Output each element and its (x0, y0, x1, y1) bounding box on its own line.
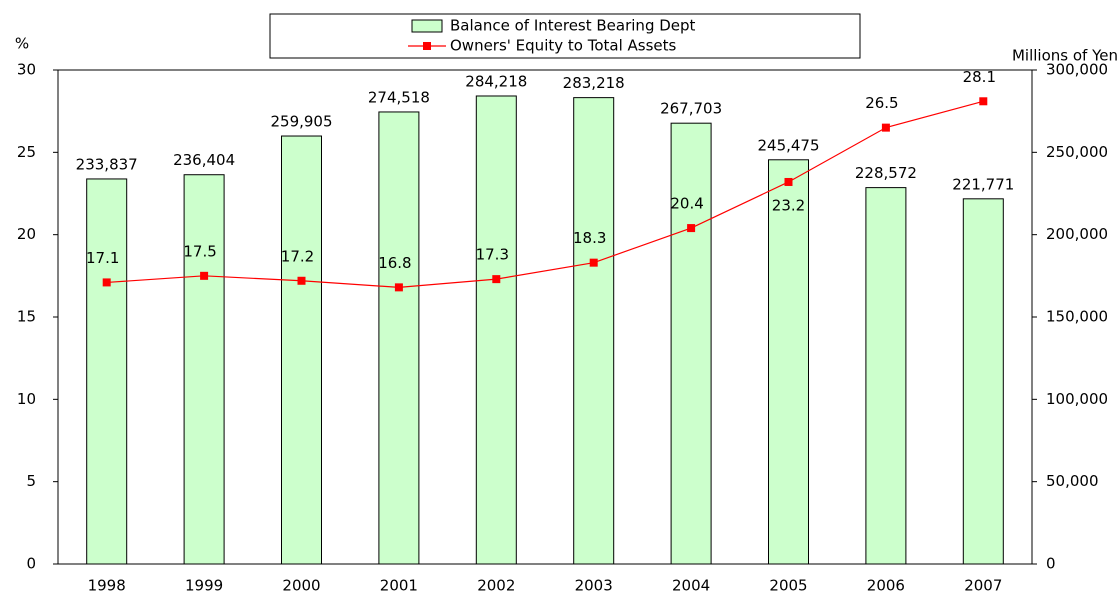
bar-value-label: 284,218 (465, 72, 527, 90)
x-tick-label: 1998 (88, 577, 126, 595)
bar (183, 174, 225, 565)
marker (297, 276, 306, 285)
legend-label: Owners' Equity to Total Assets (450, 37, 677, 55)
x-tick-label: 2005 (769, 577, 807, 595)
marker (979, 97, 988, 106)
y-tick-label: 20 (17, 225, 36, 243)
legend-label: Balance of Interest Bearing Dept (450, 17, 696, 35)
y2-tick-label: 100,000 (1046, 390, 1108, 408)
plot-area (57, 69, 1033, 565)
legend-swatch (411, 19, 443, 33)
line-value-label: 16.8 (378, 254, 411, 272)
bar-value-label: 236,404 (173, 151, 235, 169)
line-value-label: 17.2 (281, 247, 314, 265)
x-tick-label: 2000 (282, 577, 320, 595)
line-value-label: 18.3 (573, 229, 606, 247)
y-tick-label: 15 (17, 308, 36, 326)
marker (687, 224, 696, 233)
marker (102, 278, 111, 287)
x-tick-label: 2001 (380, 577, 418, 595)
y2-tick-label: 150,000 (1046, 308, 1108, 326)
bar-value-label: 228,572 (855, 164, 917, 182)
bar (768, 159, 809, 565)
line-value-label: 20.4 (670, 195, 703, 213)
x-tick-label: 2003 (575, 577, 613, 595)
line-value-label: 17.3 (476, 246, 509, 264)
y2-tick-label: 200,000 (1046, 225, 1108, 243)
bar-value-label: 221,771 (952, 175, 1014, 193)
marker (394, 283, 403, 292)
line (106, 100, 984, 288)
y-tick-label: 25 (17, 143, 36, 161)
y-tick-label: 10 (17, 390, 36, 408)
bar (962, 198, 1004, 565)
line-value-label: 17.1 (86, 249, 119, 267)
x-tick-label: 2004 (672, 577, 710, 595)
bar (281, 135, 322, 565)
marker (200, 271, 209, 280)
y2-tick-label: 0 (1046, 555, 1056, 573)
bar (86, 178, 128, 565)
x-tick-label: 2006 (867, 577, 905, 595)
marker (589, 258, 598, 267)
y-tick-label: 30 (17, 61, 36, 79)
bar (378, 111, 420, 565)
line-value-label: 26.5 (865, 94, 898, 112)
y2-tick-label: 250,000 (1046, 143, 1108, 161)
bar (865, 187, 907, 565)
legend-marker (423, 42, 431, 50)
bar-value-label: 283,218 (563, 74, 625, 92)
bar (573, 97, 615, 565)
y-tick-label: 5 (26, 472, 36, 490)
bar-value-label: 245,475 (757, 136, 819, 154)
y-axis-label: % (15, 35, 29, 53)
marker (881, 123, 890, 132)
y2-tick-label: 50,000 (1046, 472, 1099, 490)
bar (475, 95, 517, 565)
bar-value-label: 274,518 (368, 88, 430, 106)
line-value-label: 23.2 (772, 196, 805, 214)
y2-tick-label: 300,000 (1046, 61, 1108, 79)
line-value-label: 28.1 (963, 68, 996, 86)
x-tick-label: 1999 (185, 577, 223, 595)
legend-box (269, 13, 861, 59)
bar-value-label: 233,837 (76, 155, 138, 173)
y-tick-label: 0 (26, 555, 36, 573)
x-tick-label: 2002 (477, 577, 515, 595)
marker (492, 275, 501, 284)
bar-value-label: 267,703 (660, 100, 722, 118)
x-tick-label: 2007 (964, 577, 1002, 595)
bar (670, 122, 712, 565)
y2-axis-label: Millions of Yen (1012, 47, 1118, 65)
line-value-label: 17.5 (183, 242, 216, 260)
marker (784, 177, 793, 186)
bar-value-label: 259,905 (270, 113, 332, 131)
